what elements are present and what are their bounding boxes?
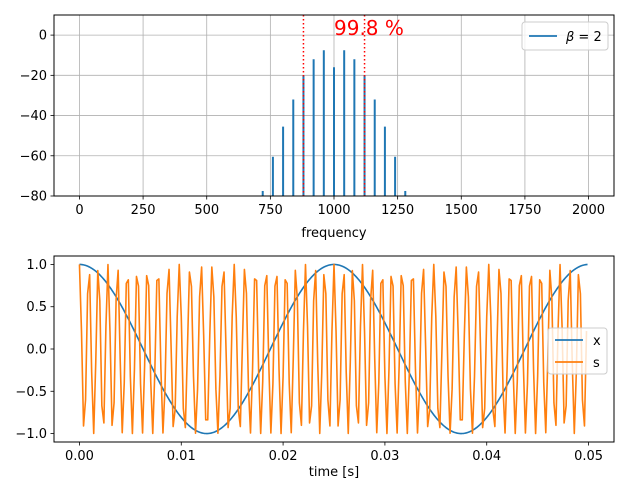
spectrum-x-axis-title: frequency bbox=[301, 226, 367, 241]
spectrum-legend: β = 2 bbox=[521, 21, 609, 51]
time-y-tick-label: 0.5 bbox=[26, 300, 47, 315]
spectrum-x-tick-label: 1250 bbox=[381, 203, 414, 218]
spectrum-x-tick-label: 500 bbox=[194, 203, 219, 218]
time-legend-label-x: x bbox=[593, 334, 601, 349]
time-x-tick-label: 0.03 bbox=[370, 449, 399, 464]
time-x-tick-label: 0.04 bbox=[472, 449, 501, 464]
spectrum-x-tick-label: 1000 bbox=[317, 203, 350, 218]
time-y-tick-label: −1.0 bbox=[15, 427, 47, 442]
spectrum-x-tick-label: 1750 bbox=[508, 203, 541, 218]
time-legend-label-s: s bbox=[593, 356, 600, 371]
time-x-tick-label: 0.05 bbox=[574, 449, 603, 464]
spectrum-y-tick-label: −60 bbox=[20, 149, 47, 164]
spectrum-y-tick-label: −40 bbox=[20, 109, 47, 124]
time-y-tick-label: 1.0 bbox=[26, 258, 47, 273]
power-percentage-annotation: 99.8 % bbox=[334, 16, 404, 40]
time-x-axis-title: time [s] bbox=[309, 465, 359, 480]
spectrum-legend-label: β = 2 bbox=[565, 30, 602, 45]
spectrum-x-ticks: 0 250 500 750 1000 1250 1500 1750 2000 bbox=[75, 196, 605, 218]
spectrum-legend-box bbox=[521, 21, 609, 51]
spectrum-y-tick-label: 0 bbox=[39, 29, 47, 44]
spectrum-y-tick-label: −20 bbox=[20, 69, 47, 84]
spectrum-y-tick-label: −80 bbox=[20, 190, 47, 205]
spectrum-x-tick-label: 1500 bbox=[445, 203, 478, 218]
time-x-tick-label: 0.00 bbox=[65, 449, 94, 464]
time-x-tick-label: 0.01 bbox=[167, 449, 196, 464]
time-series-lines bbox=[78, 263, 588, 435]
time-legend: x s bbox=[547, 327, 608, 375]
time-y-ticks: 1.0 0.5 0.0 −0.5 −1.0 bbox=[15, 258, 54, 442]
time-y-tick-label: −0.5 bbox=[15, 385, 47, 400]
spectrum-x-tick-label: 250 bbox=[131, 203, 156, 218]
spectrum-x-tick-label: 2000 bbox=[572, 203, 605, 218]
time-x-ticks: 0.00 0.01 0.02 0.03 0.04 0.05 bbox=[65, 442, 603, 464]
time-series-s bbox=[78, 263, 588, 435]
spectrum-axes: 0 250 500 750 1000 1250 1500 1750 2000 0 −20 −40 −6… bbox=[20, 14, 615, 241]
spectrum-x-tick-label: 0 bbox=[75, 203, 83, 218]
spectrum-y-ticks: 0 −20 −40 −60 −80 bbox=[20, 29, 54, 205]
time-axes: 0.00 0.01 0.02 0.03 0.04 0.05 1.0 0.5 0.0 −0.5 −1… bbox=[15, 255, 615, 480]
time-y-tick-label: 0.0 bbox=[26, 343, 47, 358]
spectrum-x-tick-label: 750 bbox=[258, 203, 283, 218]
time-x-tick-label: 0.02 bbox=[269, 449, 298, 464]
